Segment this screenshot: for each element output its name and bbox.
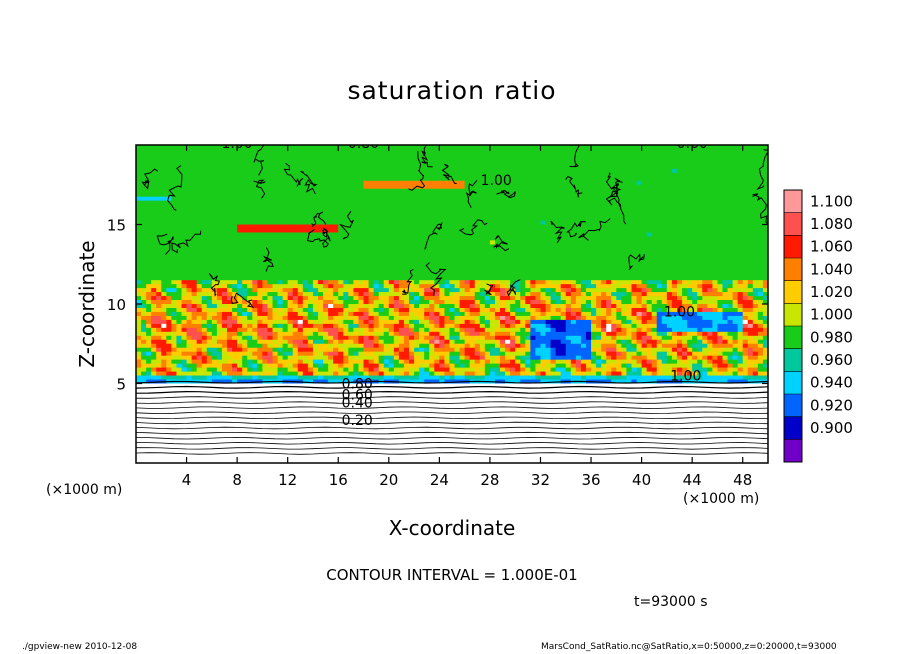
colorbar-swatch	[784, 303, 802, 327]
y-axis-label: Z-coordinate	[75, 240, 99, 367]
colorbar-label: 1.020	[810, 283, 853, 301]
colorbar-swatch	[784, 326, 802, 350]
colorbar-swatch	[784, 439, 802, 463]
contour-label: 1.00	[670, 368, 701, 384]
contour-label: 0.60	[342, 387, 373, 403]
x-tick-label: 12	[278, 471, 297, 489]
plot-area: 0.801.00 0.601.001.001.000.800.600.400.20	[136, 136, 768, 463]
chart-title: saturation ratio	[347, 76, 557, 105]
colorbar-label: 1.040	[810, 260, 853, 278]
colorbar-swatch	[784, 190, 802, 214]
colorbar-label: 1.000	[810, 306, 853, 324]
contour-label: 1.00	[664, 305, 695, 321]
colorbar-swatch	[784, 212, 802, 236]
colorbar-swatch	[784, 348, 802, 372]
colorbar-swatch	[784, 280, 802, 304]
colorbar-label: 0.980	[810, 328, 853, 346]
x-unit-label: (×1000 m)	[46, 482, 123, 498]
x-tick-label: 8	[232, 471, 242, 489]
contour-interval-note: CONTOUR INTERVAL = 1.000E-01	[326, 566, 578, 584]
colorbar: 1.100 1.080 1.060 1.040 1.020 1.000 0.980 0.960…	[783, 189, 853, 463]
y-tick-label: 10	[107, 296, 126, 314]
x-tick-label: 28	[480, 471, 499, 489]
colorbar-label: 1.060	[810, 238, 853, 256]
contour-label: 0.40	[342, 395, 373, 411]
x-tick-label: 20	[379, 471, 398, 489]
x-unit-label-right: (×1000 m)	[683, 491, 760, 507]
x-tick-label: 40	[632, 471, 651, 489]
colorbar-swatch	[784, 416, 802, 440]
x-tick-label: 4	[182, 471, 192, 489]
x-tick-label: 32	[531, 471, 550, 489]
time-label: t=93000 s	[634, 594, 708, 610]
footer-left: ./gpview-new 2010-12-08	[22, 642, 138, 652]
contour-label: 0.80	[348, 136, 379, 152]
x-tick-label: 44	[683, 471, 702, 489]
contour-label: 1.00	[481, 173, 512, 189]
colorbar-swatch	[784, 258, 802, 282]
x-tick-label: 24	[430, 471, 449, 489]
colorbar-label: 0.920	[810, 396, 853, 414]
colorbar-label: 0.960	[810, 351, 853, 369]
x-axis: 4 8 12 16 20 24 28 32 36 40 44 48	[182, 145, 752, 489]
y-tick-label: 5	[116, 376, 126, 394]
colorbar-label: 1.100	[810, 192, 853, 210]
colorbar-swatch	[784, 371, 802, 395]
x-tick-label: 36	[581, 471, 600, 489]
contour-label: 0.20	[342, 413, 373, 429]
colorbar-label: 1.080	[810, 215, 853, 233]
colorbar-label: 0.900	[810, 419, 853, 437]
x-tick-label: 48	[733, 471, 752, 489]
colorbar-swatch	[784, 235, 802, 259]
y-axis: 5 10 15	[107, 217, 768, 394]
footer-right: MarsCond_SatRatio.nc@SatRatio,x=0:50000,…	[541, 642, 837, 652]
y-tick-label: 15	[107, 217, 126, 235]
x-axis-label: X-coordinate	[389, 516, 516, 540]
colorbar-swatch	[784, 394, 802, 418]
x-tick-label: 16	[329, 471, 348, 489]
contour-label: 0.80	[342, 376, 373, 392]
colorbar-label: 0.940	[810, 374, 853, 392]
